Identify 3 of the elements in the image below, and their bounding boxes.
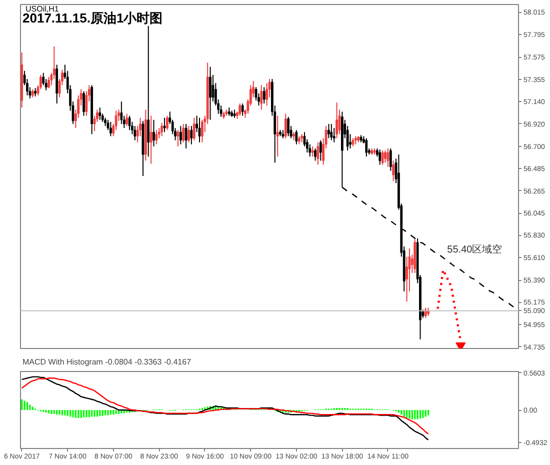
chart-title: MACD With Histogram -0.0804 -0.3363 -0.4167 <box>22 358 192 366</box>
annotation: 55.40区域空 <box>447 244 502 256</box>
chart-subtitle: USOil,H1 <box>26 4 60 14</box>
